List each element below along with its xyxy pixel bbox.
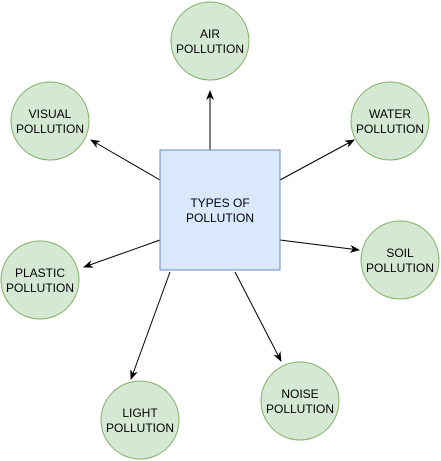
- center-node: TYPES OF POLLUTION: [159, 149, 281, 271]
- edge-to-water: [279, 139, 355, 181]
- node-light-label-line1: LIGHT: [122, 406, 158, 420]
- node-soil: SOIL POLLUTION: [360, 220, 440, 300]
- node-noise-label-line2: POLLUTION: [266, 402, 334, 416]
- edge-to-soil: [279, 239, 360, 253]
- node-noise: NOISE POLLUTION: [260, 361, 340, 441]
- node-water-circle: [350, 81, 430, 161]
- node-visual: VISUAL POLLUTION: [10, 81, 90, 161]
- node-visual-label-line1: VISUAL: [29, 107, 72, 121]
- node-water-label-line1: WATER: [369, 107, 411, 121]
- edge-to-visual: [90, 139, 161, 181]
- node-noise-label-line1: NOISE: [281, 387, 318, 401]
- center-node-label-line1: TYPES OF: [190, 196, 249, 210]
- node-soil-circle: [360, 220, 440, 300]
- node-air-circle: [170, 1, 250, 81]
- node-noise-circle: [260, 361, 340, 441]
- node-plastic-circle: [0, 240, 80, 320]
- node-soil-label-line2: POLLUTION: [366, 261, 434, 275]
- node-light: LIGHT POLLUTION: [100, 380, 180, 460]
- edge-to-light: [130, 271, 171, 380]
- edge-to-plastic: [83, 239, 161, 268]
- node-plastic: PLASTIC POLLUTION: [0, 240, 80, 320]
- edge-to-noise: [234, 271, 282, 362]
- node-light-circle: [100, 380, 180, 460]
- node-air: AIR POLLUTION: [170, 1, 250, 81]
- center-node-label-line2: POLLUTION: [186, 211, 254, 225]
- node-water: WATER POLLUTION: [350, 81, 430, 161]
- center-node-box: [159, 149, 281, 271]
- node-visual-circle: [10, 81, 90, 161]
- node-plastic-label-line2: POLLUTION: [6, 281, 74, 295]
- node-plastic-label-line1: PLASTIC: [15, 266, 65, 280]
- edges: [83, 90, 360, 380]
- node-air-label-line1: AIR: [200, 27, 220, 41]
- node-light-label-line2: POLLUTION: [106, 421, 174, 435]
- node-water-label-line2: POLLUTION: [356, 122, 424, 136]
- node-visual-label-line2: POLLUTION: [16, 122, 84, 136]
- node-soil-label-line1: SOIL: [386, 246, 414, 260]
- node-air-label-line2: POLLUTION: [176, 42, 244, 56]
